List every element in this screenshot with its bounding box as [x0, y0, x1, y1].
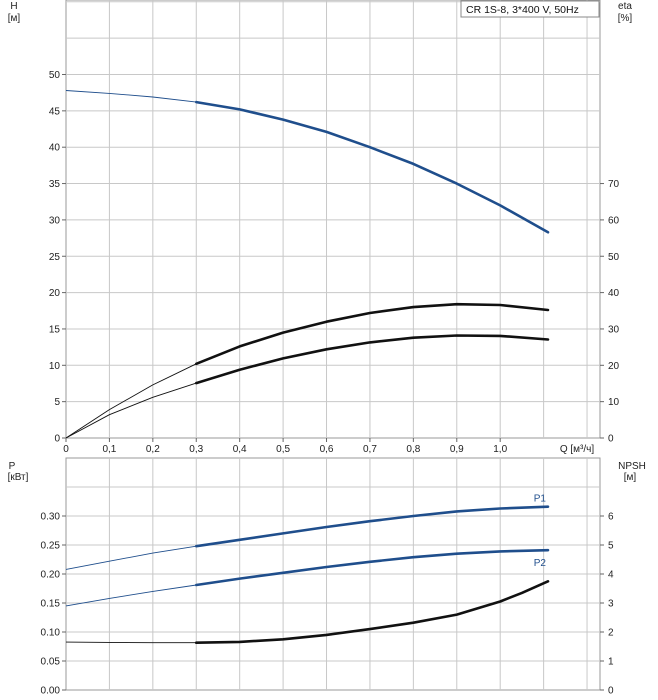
y-left-tick-label: 0.00 [41, 686, 61, 697]
y-left-tick-label: 0.10 [41, 628, 61, 639]
series-line-thin [65, 580, 549, 644]
y-right-tick-label: 60 [608, 215, 620, 226]
y-left-label-bottom: P [9, 461, 16, 472]
y-left-tick-label: 5 [54, 397, 60, 408]
series-line-operating [195, 548, 550, 587]
y-right-tick-label: 30 [608, 324, 620, 335]
y-right-tick-label: 1 [608, 657, 614, 668]
y-right-unit-top: [%] [618, 13, 633, 24]
series-line-thin [65, 303, 549, 439]
y-left-tick-label: 0.20 [41, 570, 61, 581]
y-right-tick-label: 0 [608, 434, 614, 445]
top-plot-frame [65, 0, 601, 439]
x-tick-label: 0,5 [276, 444, 290, 455]
y-left-label-top: H [10, 1, 17, 12]
bottom-series-lines: P1 P2 [65, 494, 550, 644]
y-right-tick-label: 3 [608, 599, 614, 610]
y-right-tick-label: 6 [608, 512, 614, 523]
y-right-tick-label: 4 [608, 570, 614, 581]
series-label: P1 [534, 494, 547, 505]
series-line-thin [65, 335, 549, 439]
x-tick-label: 0,4 [233, 444, 247, 455]
x-tick-label: 0,9 [450, 444, 464, 455]
y-right-label-bottom: NPSH [618, 461, 646, 472]
series-line-operating [195, 505, 550, 548]
x-tick-label: 0,6 [320, 444, 334, 455]
y-left-tick-label: 50 [49, 70, 61, 81]
legend-box [460, 0, 600, 18]
series-line-operating [195, 334, 550, 385]
x-tick-label: 0 [63, 444, 69, 455]
y-left-tick-label: 15 [49, 324, 61, 335]
bottom-tick-labels: 0.00 0.05 0.10 0.15 0.20 0.25 0.30 0 1 2 3 4 5 6 [41, 512, 614, 697]
y-left-unit-bottom: [кВт] [8, 472, 29, 483]
head-efficiency-panel: 0 5 10 15 20 25 30 35 40 45 50 0 10 20 30 40 50 60 70 0 0,1 0… [8, 0, 633, 455]
power-npsh-panel: P1 P2 0.00 0.05 0.10 0.15 0.20 0.25 0.30 0 1 2 3 4 5 6… [8, 457, 646, 697]
x-tick-label: 0,8 [406, 444, 420, 455]
x-tick-label: 1,0 [493, 444, 507, 455]
y-right-tick-label: 50 [608, 252, 620, 263]
y-right-tick-label: 40 [608, 288, 620, 299]
top-gridlines [66, 0, 600, 438]
series-line-operating [195, 580, 550, 644]
y-left-tick-label: 0.30 [41, 512, 61, 523]
y-left-tick-label: 35 [49, 179, 61, 190]
x-tick-label: 0,3 [189, 444, 203, 455]
y-left-tick-label: 45 [49, 106, 61, 117]
x-tick-label: 0,2 [146, 444, 160, 455]
bottom-gridlines [66, 458, 600, 690]
y-left-tick-label: 0 [54, 434, 60, 445]
y-right-label-top: eta [618, 1, 632, 12]
y-right-tick-label: 10 [608, 397, 620, 408]
legend-text: CR 1S-8, 3*400 V, 50Hz [466, 4, 579, 16]
y-left-unit-top: [м] [8, 13, 21, 24]
top-tick-labels: 0 5 10 15 20 25 30 35 40 45 50 0 10 20 30 40 50 60 70 0 0,1 0… [49, 70, 620, 455]
y-left-tick-label: 40 [49, 143, 61, 154]
y-left-tick-label: 0.15 [41, 599, 61, 610]
y-left-tick-label: 25 [49, 252, 61, 263]
series-line-thin [65, 90, 549, 233]
y-right-tick-label: 20 [608, 361, 620, 372]
y-left-tick-label: 0.05 [41, 657, 61, 668]
y-right-tick-label: 0 [608, 686, 614, 697]
top-series-lines [65, 90, 550, 439]
y-right-tick-label: 2 [608, 628, 614, 639]
x-tick-label: 0,7 [363, 444, 377, 455]
y-right-tick-label: 5 [608, 541, 614, 552]
y-left-tick-label: 30 [49, 215, 61, 226]
x-axis-label: Q [м³/ч] [560, 444, 595, 455]
y-left-tick-label: 10 [49, 361, 61, 372]
series-line-operating [195, 302, 550, 366]
x-tick-label: 0,1 [102, 444, 116, 455]
series-line-operating [195, 100, 550, 234]
y-right-unit-bottom: [м] [624, 472, 637, 483]
series-label: P2 [534, 558, 547, 569]
series-line-thin [65, 549, 549, 607]
y-left-tick-label: 20 [49, 288, 61, 299]
y-left-tick-label: 0.25 [41, 541, 61, 552]
y-right-tick-label: 70 [608, 179, 620, 190]
